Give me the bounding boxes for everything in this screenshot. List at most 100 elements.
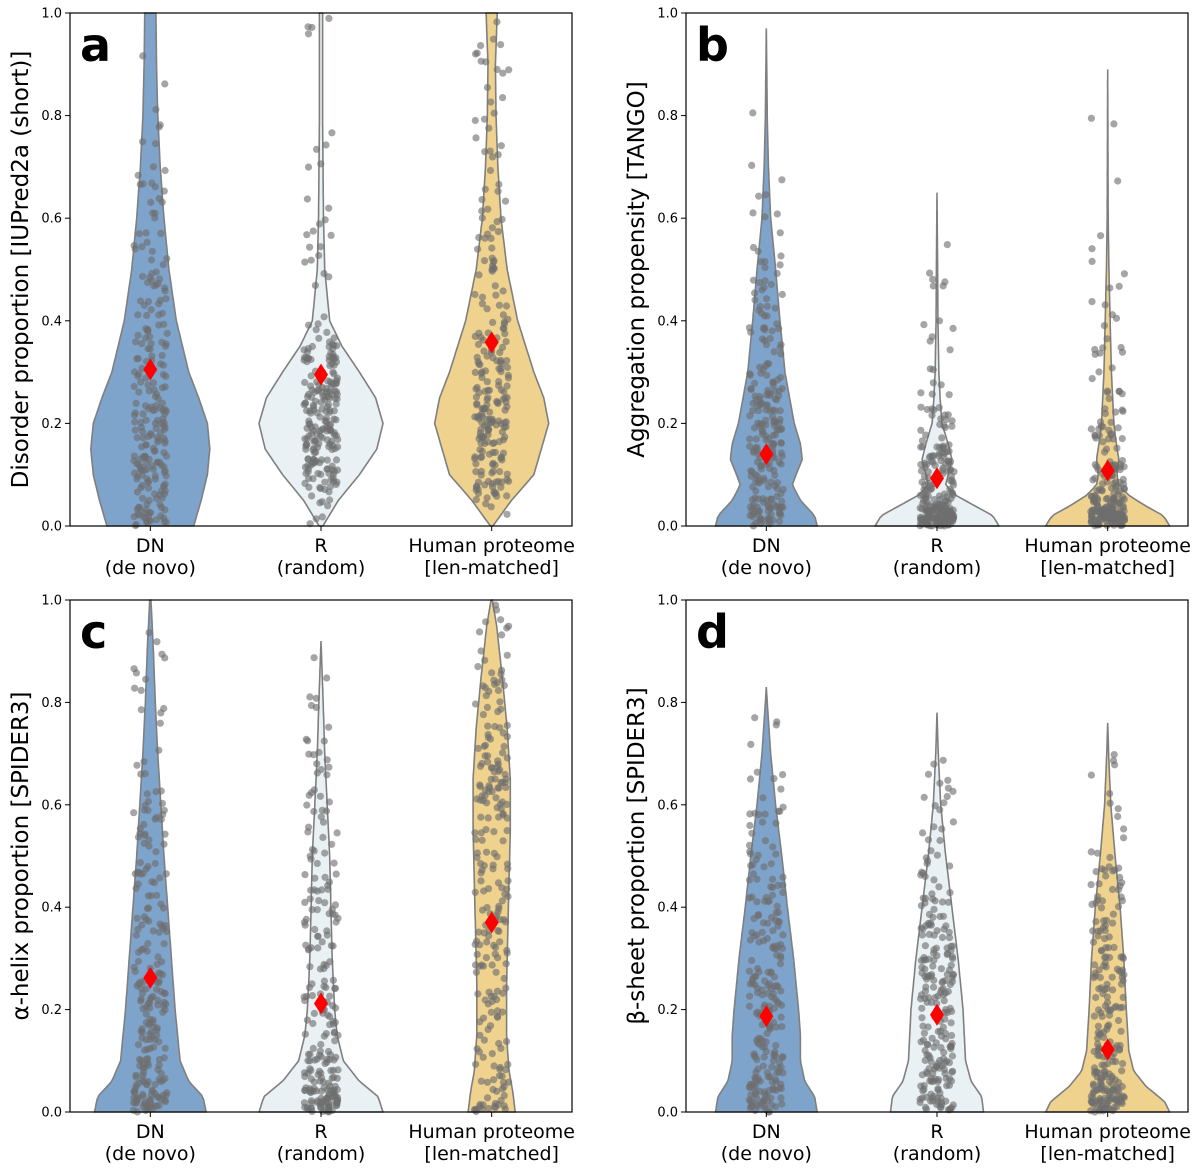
data-point [926,337,934,345]
data-point [746,503,755,511]
data-point [749,407,757,415]
data-point [501,197,510,205]
data-point [492,489,500,497]
data-point [138,340,146,348]
data-point [1103,508,1111,516]
data-point [933,999,941,1008]
data-point [478,214,486,222]
data-point [492,291,500,299]
data-point [133,761,141,769]
y-tick-label: 0.6 [657,212,678,227]
data-point [501,406,509,414]
data-point [938,434,946,442]
data-point [945,934,954,942]
data-point [499,837,507,845]
data-point [1120,507,1128,515]
data-point [307,789,315,797]
data-point [1103,387,1111,395]
data-point [943,241,951,249]
data-point [1108,973,1116,981]
data-point [500,681,508,690]
data-point [474,340,483,348]
data-point [745,841,754,849]
data-point [947,1045,955,1053]
data-point [498,897,506,905]
data-point [943,792,951,801]
data-point [922,495,930,503]
y-tick-label: 0.2 [41,1003,62,1018]
data-point [779,881,787,889]
data-point [320,313,328,321]
data-point [472,835,480,844]
data-point [329,976,337,984]
data-point [934,1027,942,1036]
data-point [135,230,143,238]
data-point [306,693,314,701]
data-point [322,141,330,149]
data-point [305,983,313,992]
data-point [1107,418,1115,426]
data-point [474,663,482,671]
data-point [333,1074,341,1082]
data-point [761,324,769,332]
y-tick-label: 0.4 [41,314,62,329]
data-point [137,995,145,1003]
data-point [749,870,758,878]
data-point [473,401,481,409]
data-point [329,368,337,376]
data-point [333,390,341,398]
data-point [323,771,331,779]
data-point [158,309,166,317]
data-point [1116,882,1124,890]
data-point [748,976,757,984]
data-point [131,684,139,692]
data-point [776,261,784,269]
data-point [310,444,318,452]
data-point [330,859,338,867]
data-point [303,1016,311,1024]
data-point [1119,475,1127,483]
data-point [477,467,485,475]
data-point [471,961,480,969]
data-point [928,890,936,898]
data-point [1118,406,1126,414]
data-point [484,205,492,213]
data-point [748,1099,756,1107]
data-point [767,280,775,289]
data-point [131,368,139,376]
data-point [149,163,157,171]
data-point [759,794,767,802]
data-point [140,839,148,847]
data-point [488,997,496,1006]
y-axis-title: β-sheet proportion [SPIDER3] [624,687,650,1024]
data-point [132,1073,140,1081]
data-point [303,801,311,809]
data-point [919,1036,928,1044]
data-point [134,171,142,179]
data-point [483,1078,492,1086]
data-point [130,242,138,250]
points-r [300,654,342,1116]
data-point [327,420,335,428]
data-point [156,491,164,499]
data-point [929,275,937,283]
data-point [926,269,934,277]
data-point [779,803,787,811]
data-point [136,859,144,867]
data-point [1108,484,1116,492]
data-point [771,471,779,479]
data-point [147,430,155,438]
category-label-hp: Human proteome [len-matched] [408,1121,575,1165]
data-point [476,1100,484,1109]
data-point [310,807,318,816]
data-point [923,405,931,414]
data-point [307,372,315,380]
data-point [313,859,321,868]
data-point [1115,1079,1123,1087]
data-point [312,515,320,523]
data-point [130,809,138,817]
data-point [142,441,150,449]
data-point [931,897,939,905]
data-point [1114,1016,1123,1025]
data-point [770,418,778,426]
